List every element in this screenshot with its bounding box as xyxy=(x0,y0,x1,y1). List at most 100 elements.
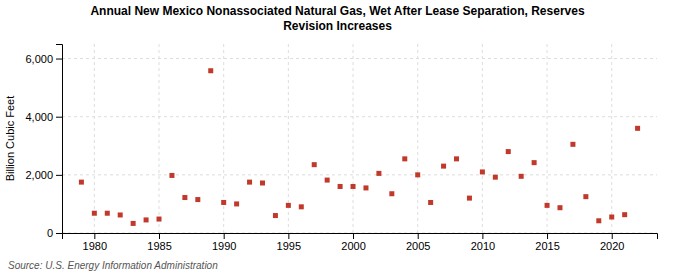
title: Annual New Mexico Nonassociated Natural … xyxy=(90,4,584,33)
tick-mark xyxy=(56,175,62,176)
point xyxy=(312,162,317,167)
tick-label: 2000 xyxy=(341,240,365,252)
point xyxy=(351,184,356,189)
point xyxy=(144,217,149,222)
points xyxy=(79,68,640,226)
grid xyxy=(62,44,657,233)
tick: 0 xyxy=(47,227,62,239)
point xyxy=(234,201,239,206)
tick: 1985 xyxy=(147,233,171,252)
point xyxy=(480,169,485,174)
tick-label: 1990 xyxy=(212,240,236,252)
x-axis: 1980 1985 1990 1995 2000 2005 2010 2015 2020 xyxy=(63,233,658,252)
tick: 2000 xyxy=(341,233,365,252)
axis-line xyxy=(63,234,658,240)
tick-label: 1985 xyxy=(147,240,171,252)
point xyxy=(247,180,252,185)
point xyxy=(428,200,433,205)
tick-label: 2020 xyxy=(600,240,624,252)
point xyxy=(519,174,524,179)
title-line: Annual New Mexico Nonassociated Natural … xyxy=(90,4,584,18)
tick-label: 2015 xyxy=(535,240,559,252)
tick-mark xyxy=(612,233,613,239)
tick-mark xyxy=(288,233,289,239)
grid-line xyxy=(62,58,657,59)
point xyxy=(79,180,84,185)
point xyxy=(299,204,304,209)
point xyxy=(415,172,420,177)
tick-mark xyxy=(56,233,62,234)
grid-line xyxy=(159,44,160,233)
grid-line xyxy=(482,44,483,233)
grid-line xyxy=(62,174,657,175)
tick: 2010 xyxy=(471,233,495,252)
point xyxy=(389,191,394,196)
tick: 1995 xyxy=(277,233,301,252)
point xyxy=(182,195,187,200)
plot-area: 1980 1985 1990 1995 2000 2005 2010 2015 2020 0 2,0… xyxy=(25,44,657,252)
point xyxy=(609,215,614,220)
point xyxy=(208,68,213,73)
tick-mark xyxy=(353,233,354,239)
grid-line xyxy=(417,44,418,233)
tick: 6,000 xyxy=(25,53,62,65)
point xyxy=(92,211,97,216)
grid-line xyxy=(353,44,354,233)
tick: 2005 xyxy=(406,233,430,252)
point xyxy=(376,171,381,176)
point xyxy=(532,160,537,165)
point xyxy=(273,213,278,218)
point xyxy=(169,173,174,178)
tick-label: 1980 xyxy=(83,240,107,252)
tick-label: 4,000 xyxy=(25,111,53,123)
point xyxy=(286,203,291,208)
grid-line xyxy=(611,44,612,233)
tick-mark xyxy=(94,233,95,239)
tick: 2015 xyxy=(535,233,559,252)
y-axis-title: Billion Cubic Feet xyxy=(4,96,16,182)
tick: 4,000 xyxy=(25,111,62,123)
point xyxy=(157,217,162,222)
tick-mark xyxy=(159,233,160,239)
point xyxy=(325,178,330,183)
point xyxy=(506,149,511,154)
tick-mark xyxy=(482,233,483,239)
tick: 2020 xyxy=(600,233,624,252)
point xyxy=(363,185,368,190)
source: Source: U.S. Energy Information Administ… xyxy=(8,260,218,271)
tick-mark xyxy=(224,233,225,239)
point xyxy=(402,156,407,161)
tick-mark xyxy=(547,233,548,239)
tick-label: 0 xyxy=(47,227,53,239)
chart: 1980 1985 1990 1995 2000 2005 2010 2015 2020 0 2,0… xyxy=(0,0,675,275)
title-line: Revision Increases xyxy=(283,19,392,33)
y-axis: 0 2,000 4,000 6,000 xyxy=(25,45,62,240)
point xyxy=(557,205,562,210)
tick: 2,000 xyxy=(25,169,62,181)
point xyxy=(118,212,123,217)
point xyxy=(221,200,226,205)
tick: 1990 xyxy=(212,233,236,252)
tick-mark xyxy=(56,117,62,118)
point xyxy=(583,194,588,199)
tick-mark xyxy=(56,59,62,60)
point xyxy=(493,175,498,180)
point xyxy=(105,211,110,216)
tick: 1980 xyxy=(83,233,107,252)
grid-line xyxy=(94,44,95,233)
point xyxy=(622,212,627,217)
tick-label: 2010 xyxy=(471,240,495,252)
tick-label: 2005 xyxy=(406,240,430,252)
tick-label: 6,000 xyxy=(25,53,53,65)
point xyxy=(467,196,472,201)
tick-label: 2,000 xyxy=(25,169,53,181)
axis-line xyxy=(56,45,63,234)
point xyxy=(635,126,640,131)
point xyxy=(441,164,446,169)
point xyxy=(260,180,265,185)
point xyxy=(338,184,343,189)
point xyxy=(195,197,200,202)
tick-mark xyxy=(418,233,419,239)
point xyxy=(596,218,601,223)
tick-label: 1995 xyxy=(277,240,301,252)
